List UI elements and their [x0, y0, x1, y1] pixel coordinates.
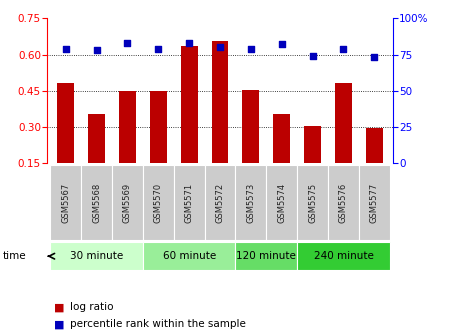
Bar	[119, 91, 136, 163]
Bar	[273, 114, 290, 163]
Bar	[266, 165, 297, 240]
Text: GSM5570: GSM5570	[154, 182, 163, 222]
Bar	[81, 165, 112, 240]
Text: log ratio: log ratio	[70, 302, 113, 312]
Bar	[235, 165, 266, 240]
Text: 30 minute: 30 minute	[70, 251, 123, 261]
Bar	[297, 242, 390, 270]
Text: GSM5577: GSM5577	[370, 182, 379, 222]
Bar	[50, 165, 81, 240]
Bar	[50, 242, 143, 270]
Text: GSM5571: GSM5571	[185, 182, 194, 222]
Text: GSM5568: GSM5568	[92, 182, 101, 222]
Text: GSM5576: GSM5576	[339, 182, 348, 222]
Bar	[211, 41, 229, 163]
Text: 60 minute: 60 minute	[163, 251, 216, 261]
Bar	[297, 165, 328, 240]
Bar	[57, 84, 74, 163]
Bar	[235, 242, 297, 270]
Bar	[335, 84, 352, 163]
Point	[309, 53, 316, 59]
Bar	[366, 128, 383, 163]
Text: GSM5567: GSM5567	[61, 182, 70, 222]
Point	[154, 46, 162, 51]
Point	[278, 42, 286, 47]
Text: time: time	[2, 251, 26, 261]
Text: 120 minute: 120 minute	[236, 251, 296, 261]
Bar	[328, 165, 359, 240]
Text: GSM5573: GSM5573	[247, 182, 255, 222]
Text: GSM5575: GSM5575	[308, 182, 317, 222]
Text: ■: ■	[54, 302, 64, 312]
Bar	[143, 242, 235, 270]
Text: ■: ■	[54, 319, 64, 329]
Bar	[304, 126, 321, 163]
Text: percentile rank within the sample: percentile rank within the sample	[70, 319, 246, 329]
Bar	[242, 89, 260, 163]
Bar	[359, 165, 390, 240]
Text: GSM5569: GSM5569	[123, 182, 132, 222]
Text: GSM5574: GSM5574	[277, 182, 286, 222]
Bar	[174, 165, 205, 240]
Point	[62, 46, 69, 51]
Point	[216, 45, 224, 50]
Bar	[112, 165, 143, 240]
Text: 240 minute: 240 minute	[313, 251, 374, 261]
Bar	[180, 46, 198, 163]
Bar	[205, 165, 235, 240]
Point	[185, 40, 193, 46]
Text: GSM5572: GSM5572	[216, 182, 224, 222]
Point	[247, 46, 255, 51]
Bar	[143, 165, 174, 240]
Bar	[88, 114, 105, 163]
Point	[124, 40, 131, 46]
Point	[371, 55, 378, 60]
Point	[340, 46, 347, 51]
Bar	[150, 91, 167, 163]
Point	[93, 48, 100, 53]
